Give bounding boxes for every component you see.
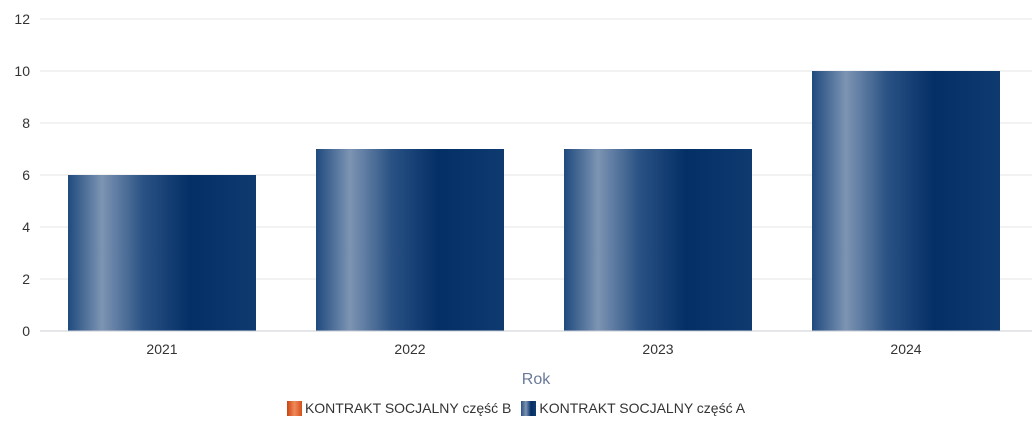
x-axis-title: Rok <box>522 371 551 388</box>
y-tick-label: 0 <box>22 323 30 339</box>
y-tick-label: 12 <box>14 11 30 27</box>
y-tick-label: 6 <box>22 167 30 183</box>
x-axis: 2021 2022 2023 2024 <box>146 341 921 357</box>
x-tick-label: 2024 <box>890 341 921 357</box>
bar-2024[interactable] <box>812 71 1000 331</box>
legend-swatch-series-b <box>286 400 302 416</box>
bars <box>68 71 1000 331</box>
y-tick-label: 10 <box>14 63 30 79</box>
x-tick-label: 2021 <box>146 341 177 357</box>
y-tick-label: 8 <box>22 115 30 131</box>
legend: KONTRAKT SOCJALNY część B KONTRAKT SOCJA… <box>0 400 1032 416</box>
x-tick-label: 2023 <box>642 341 673 357</box>
bar-2022[interactable] <box>316 149 504 331</box>
legend-swatch-series-a <box>521 400 537 416</box>
y-axis: 0 2 4 6 8 10 12 <box>14 11 30 339</box>
legend-label-series-b: KONTRAKT SOCJALNY część B <box>304 400 512 416</box>
bar-2021[interactable] <box>68 175 256 331</box>
x-tick-label: 2022 <box>394 341 425 357</box>
bar-2023[interactable] <box>564 149 752 331</box>
legend-label-series-a: KONTRAKT SOCJALNY część A <box>539 400 746 416</box>
legend-item-series-a[interactable]: KONTRAKT SOCJALNY część A <box>521 400 745 416</box>
legend-item-series-b[interactable]: KONTRAKT SOCJALNY część B <box>286 400 512 416</box>
y-tick-label: 4 <box>22 219 30 235</box>
y-tick-label: 2 <box>22 271 30 287</box>
